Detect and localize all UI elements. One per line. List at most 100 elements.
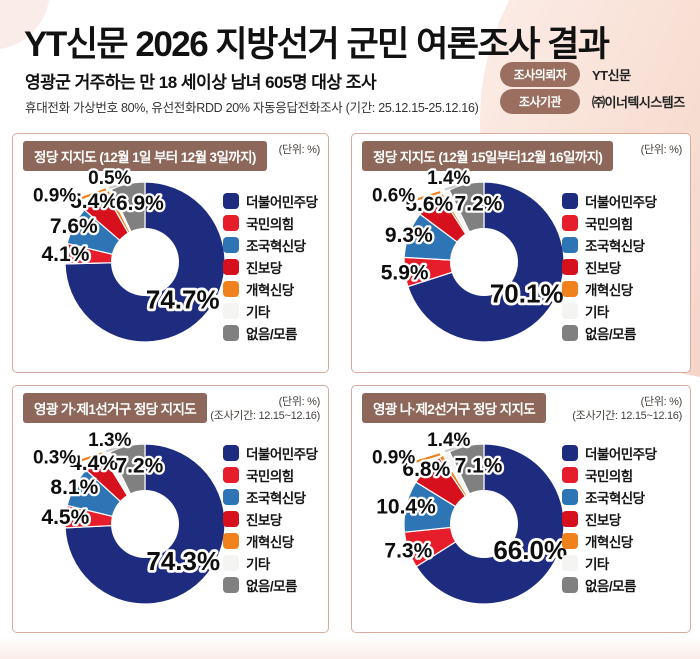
- slice-percent-label: 1.4%: [427, 430, 470, 451]
- legend-item: 국민의힘: [223, 214, 318, 232]
- donut-chart: 74.7% 4.1% 7.6%5.4%0.9% 0.5% 6.9%: [31, 166, 226, 343]
- legend-label: 없음/모름: [246, 578, 297, 594]
- legend-label: 기타: [585, 304, 609, 320]
- legend-label: 더불어민주당: [246, 446, 318, 462]
- legend-swatch-3: [223, 510, 239, 527]
- legend-swatch-4: [223, 280, 239, 297]
- client-value: YT신문: [592, 68, 631, 83]
- slice-percent-label: 7.3%: [384, 540, 432, 563]
- legend-swatch-0: [562, 192, 578, 209]
- legend-label: 없음/모름: [585, 578, 636, 594]
- label-leader-line: [415, 453, 441, 463]
- unit-label: (단위: %): [640, 144, 683, 156]
- legend-item: 없음/모름: [562, 576, 657, 594]
- label-leader-line: [105, 446, 121, 453]
- legend-label: 진보당: [246, 512, 282, 528]
- legend-label: 개혁신당: [585, 534, 633, 550]
- chart-panel-district1: 영광 가·제1선거구 정당 지지도 (단위: %) (조사기간: 12.15~1…: [12, 385, 329, 633]
- chart-legend: 더불어민주당 국민의힘 조국혁신당 진보당 개혁신당 기타 없음/모름: [562, 444, 657, 598]
- legend-label: 개혁신당: [246, 282, 294, 298]
- legend-label: 진보당: [585, 260, 621, 276]
- donut-hole: [450, 228, 518, 296]
- period-label: (조사기간: 12.15~12.16): [210, 410, 320, 422]
- slice-percent-label: 10.4%: [376, 496, 436, 519]
- slice-percent-label: 6.9%: [116, 192, 164, 215]
- legend-swatch-0: [223, 192, 239, 209]
- legend-swatch-6: [223, 324, 239, 341]
- slice-percent-label: 66.0%: [493, 535, 567, 565]
- chart-unit: (단위: %): [640, 143, 683, 157]
- slice-percent-label: 0.9%: [33, 186, 76, 207]
- legend-swatch-4: [562, 532, 578, 549]
- legend-swatch-6: [223, 576, 239, 593]
- slice-percent-label: 7.2%: [454, 192, 502, 215]
- chart-panel-party-support-dec1-3: 정당 지지도 (12월 1일 부터 12월 3일까지) (단위: %) 74.7…: [12, 133, 329, 373]
- slice-percent-label: 5.6%: [405, 193, 453, 216]
- legend-swatch-5: [223, 554, 239, 571]
- chart-title: 영광 가·제1선거구 정당 지지도: [23, 393, 208, 423]
- legend-item: 진보당: [223, 258, 318, 276]
- legend-swatch-1: [562, 214, 578, 231]
- legend-label: 진보당: [585, 512, 621, 528]
- badge-row-agency: 조사기관 ㈜이너텍시스템즈: [500, 89, 685, 114]
- label-leader-line: [76, 188, 107, 201]
- unit-label: (단위: %): [278, 144, 321, 156]
- chart-unit: (단위: %) (조사기간: 12.15~12.16): [572, 395, 682, 423]
- legend-swatch-0: [562, 444, 578, 461]
- legend-item: 기타: [223, 554, 318, 572]
- legend-item: 개혁신당: [223, 280, 318, 298]
- slice-percent-label: 4.5%: [41, 506, 89, 529]
- legend-swatch-5: [562, 302, 578, 319]
- legend-item: 없음/모름: [223, 576, 318, 594]
- legend-item: 더불어민주당: [223, 444, 318, 462]
- chart-unit: (단위: %): [278, 143, 321, 157]
- legend-item: 더불어민주당: [562, 444, 657, 462]
- chart-legend: 더불어민주당 국민의힘 조국혁신당 진보당 개혁신당 기타 없음/모름: [562, 192, 657, 346]
- survey-subtitle: 영광군 거주하는 만 18 세이상 남녀 605명 대상 조사: [25, 73, 377, 92]
- legend-item: 없음/모름: [223, 324, 318, 342]
- slice-percent-label: 9.3%: [385, 224, 433, 247]
- legend-item: 기타: [562, 554, 657, 572]
- donut-hole: [111, 490, 179, 558]
- page-title-main: YT신문 2026 지방선거: [24, 25, 340, 64]
- legend-swatch-1: [223, 466, 239, 483]
- legend-label: 조국혁신당: [246, 238, 306, 254]
- agency-value: ㈜이너텍시스템즈: [592, 95, 685, 110]
- legend-label: 국민의힘: [246, 468, 294, 484]
- legend-label: 더불어민주당: [585, 194, 657, 210]
- legend-item: 조국혁신당: [223, 488, 318, 506]
- legend-item: 조국혁신당: [223, 236, 318, 254]
- legend-item: 기타: [223, 302, 318, 320]
- chart-title: 정당 지지도 (12월 1일 부터 12월 3일까지): [23, 141, 267, 171]
- legend-label: 조국혁신당: [585, 238, 645, 254]
- legend-swatch-2: [223, 488, 239, 505]
- legend-label: 개혁신당: [246, 534, 294, 550]
- slice-percent-label: 4.4%: [70, 452, 118, 475]
- legend-item: 개혁신당: [223, 532, 318, 550]
- legend-swatch-3: [223, 258, 239, 275]
- slice-percent-label: 1.4%: [427, 168, 470, 189]
- unit-label: (단위: %): [640, 396, 683, 408]
- label-leader-line: [444, 184, 460, 191]
- slice-percent-label: 6.8%: [402, 458, 450, 481]
- legend-label: 조국혁신당: [585, 490, 645, 506]
- legend-label: 더불어민주당: [585, 446, 657, 462]
- chart-panel-district2: 영광 나·제2선거구 정당 지지도 (단위: %) (조사기간: 12.15~1…: [351, 385, 691, 633]
- label-leader-line: [444, 446, 460, 453]
- slice-percent-label: 70.1%: [490, 278, 564, 308]
- slice-percent-label: 7.2%: [115, 454, 163, 477]
- legend-label: 없음/모름: [246, 326, 297, 342]
- legend-label: 국민의힘: [246, 216, 294, 232]
- slice-percent-label: 4.1%: [42, 243, 90, 266]
- donut-chart: 74.3% 4.5% 8.1%4.4%0.3% 1.3% 7.2%: [31, 428, 226, 605]
- donut-chart: 66.0% 7.3% 10.4% 6.8%0.9% 1.4% 7.1%: [370, 428, 570, 605]
- legend-swatch-4: [562, 280, 578, 297]
- legend-swatch-0: [223, 444, 239, 461]
- slice-percent-label: 7.6%: [50, 215, 98, 238]
- legend-swatch-5: [562, 554, 578, 571]
- legend-swatch-2: [223, 236, 239, 253]
- survey-method: 휴대전화 가상번호 80%, 유선전화RDD 20% 자동응답전화조사 (기간:…: [25, 101, 479, 115]
- client-badge: 조사의뢰자: [500, 62, 580, 87]
- legend-label: 기타: [585, 556, 609, 572]
- legend-label: 조국혁신당: [246, 490, 306, 506]
